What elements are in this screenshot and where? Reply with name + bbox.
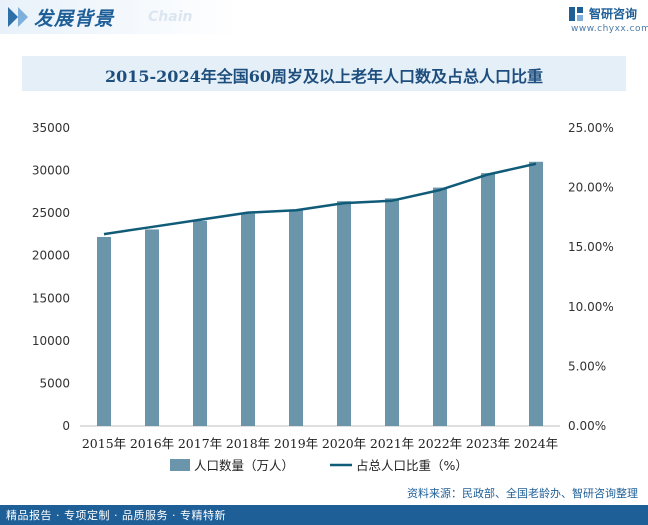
x-tick-label: 2018年: [226, 436, 270, 451]
footer-text: 精品报告 · 专项定制 · 品质服务 · 专精特新: [6, 509, 226, 522]
bar-2021年: [385, 198, 399, 426]
x-tick-label: 2024年: [514, 436, 558, 451]
brand-name: 智研咨询: [589, 7, 638, 21]
y-left-tick-label: 20000: [32, 249, 70, 263]
chevron-right-icon: [8, 7, 18, 27]
header: 发展背景 Chain 智研咨询 www.chyxx.com: [0, 0, 648, 38]
ratio-series-line: [103, 162, 537, 236]
brand-logo-icon: [569, 7, 583, 21]
y-left-tick-label: 25000: [32, 206, 70, 220]
y-left-tick-label: 35000: [32, 121, 70, 135]
bar-2019年: [289, 209, 303, 426]
y-left-tick-label: 0: [62, 419, 70, 433]
header-banner: [0, 0, 240, 34]
y-right-tick-label: 25.00%: [568, 121, 614, 135]
bar-2024年: [529, 161, 543, 426]
bar-2018年: [241, 213, 255, 426]
y-right-tick-label: 15.00%: [568, 240, 614, 254]
bar-2023年: [481, 173, 495, 426]
x-tick-label: 2023年: [466, 436, 510, 451]
x-tick-label: 2020年: [322, 436, 366, 451]
brand-url: www.chyxx.com: [571, 24, 648, 34]
bar-2017年: [193, 220, 207, 426]
chevron-right-icon: [18, 7, 28, 27]
bar-2015年: [97, 236, 111, 426]
source-note: 资料来源：民政部、全国老龄办、智研咨询整理: [407, 487, 638, 500]
section-subtitle: Chain: [148, 9, 193, 25]
chart-title: 2015-2024年全国60周岁及以上老年人口数及占总人口比重: [105, 67, 543, 86]
y-left-tick-label: 15000: [32, 291, 70, 305]
section-title: 发展背景: [34, 8, 115, 30]
x-tick-label: 2015年: [82, 436, 126, 451]
legend-line-label: 占总人口比重（%）: [356, 458, 468, 473]
bar-2022年: [433, 187, 447, 426]
y-right-tick-label: 0.00%: [568, 419, 606, 433]
x-tick-label: 2021年: [370, 436, 414, 451]
x-tick-label: 2017年: [178, 436, 222, 451]
y-right-tick-label: 5.00%: [568, 359, 606, 373]
legend-bar-label: 人口数量（万人）: [194, 458, 294, 473]
footer-bar: 精品报告 · 专项定制 · 品质服务 · 专精特新: [0, 505, 648, 525]
y-right-tick-label: 20.00%: [568, 181, 614, 195]
y-right-tick-label: 10.00%: [568, 300, 614, 314]
bar-2020年: [337, 201, 351, 426]
chart-title-box: 2015-2024年全国60周岁及以上老年人口数及占总人口比重: [22, 56, 626, 91]
x-tick-label: 2016年: [130, 436, 174, 451]
bar-2016年: [145, 229, 159, 426]
y-left-tick-label: 10000: [32, 334, 70, 348]
y-left-tick-label: 30000: [32, 164, 70, 178]
x-tick-label: 2022年: [418, 436, 462, 451]
x-tick-label: 2019年: [274, 436, 318, 451]
legend-bar-swatch: [170, 459, 190, 471]
y-left-tick-label: 5000: [39, 376, 70, 390]
